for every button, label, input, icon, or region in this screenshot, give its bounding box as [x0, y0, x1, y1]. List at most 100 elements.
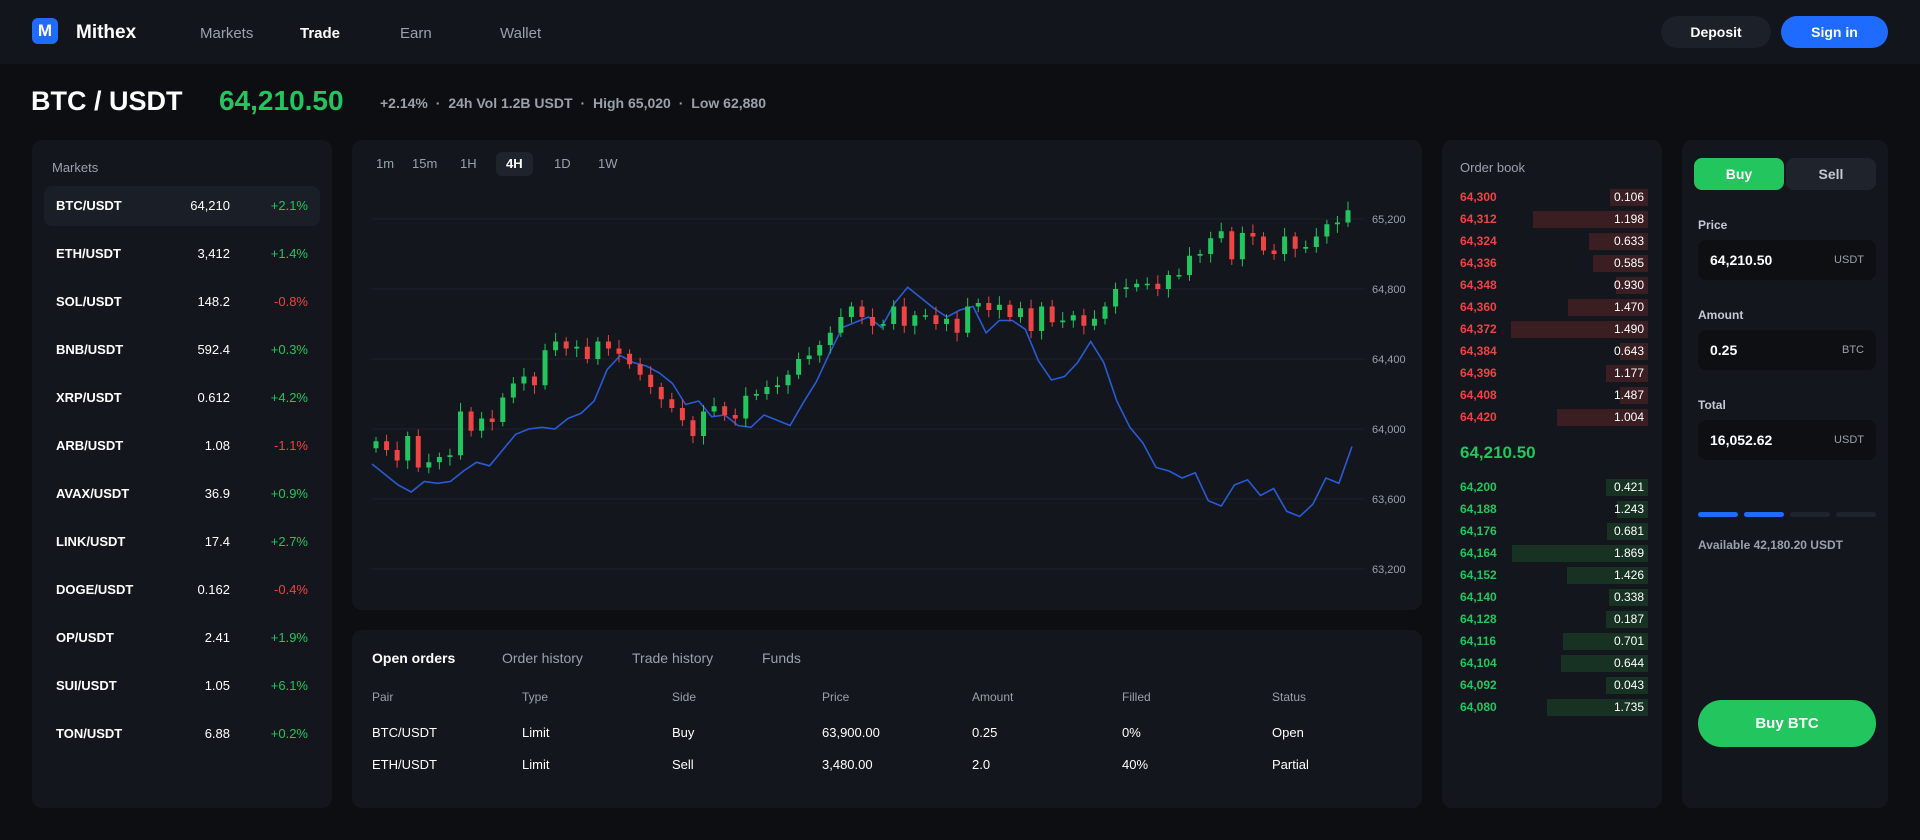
nav-earn[interactable]: Earn: [400, 25, 432, 42]
ask-row[interactable]: 64,348 0.930: [1452, 276, 1648, 294]
bid-qty: 0.338: [1614, 590, 1644, 604]
bid-row[interactable]: 64,092 0.043: [1452, 676, 1648, 694]
ask-row[interactable]: 64,336 0.585: [1452, 254, 1648, 272]
ask-row[interactable]: 64,324 0.633: [1452, 232, 1648, 250]
candle-body: [1250, 233, 1255, 237]
column-header: Amount: [972, 690, 1013, 704]
candle-body: [669, 399, 674, 408]
buy-submit-button[interactable]: Buy BTC: [1698, 700, 1876, 747]
ask-row[interactable]: 64,408 1.487: [1452, 386, 1648, 404]
deposit-button[interactable]: Deposit: [1661, 16, 1771, 48]
buy-tab[interactable]: Buy: [1694, 158, 1784, 190]
bid-row[interactable]: 64,116 0.701: [1452, 632, 1648, 650]
ask-row[interactable]: 64,312 1.198: [1452, 210, 1648, 228]
slider-segment[interactable]: [1790, 512, 1830, 517]
slider-segment[interactable]: [1836, 512, 1876, 517]
market-row-op-usdt[interactable]: OP/USDT 2.41 +1.9%: [44, 618, 320, 658]
ask-row[interactable]: 64,420 1.004: [1452, 408, 1648, 426]
market-row-bnb-usdt[interactable]: BNB/USDT 592.4 +0.3%: [44, 330, 320, 370]
orders-tab-trade-history[interactable]: Trade history: [632, 650, 713, 666]
total-label: Total: [1698, 398, 1726, 412]
ask-price: 64,312: [1460, 212, 1497, 226]
market-pair: SUI/USDT: [56, 678, 117, 693]
price-value: 64,210.50: [1710, 252, 1772, 268]
market-row-link-usdt[interactable]: LINK/USDT 17.4 +2.7%: [44, 522, 320, 562]
order-pair: ETH/USDT: [372, 757, 437, 772]
market-row-avax-usdt[interactable]: AVAX/USDT 36.9 +0.9%: [44, 474, 320, 514]
candle-body: [500, 398, 505, 423]
candle-body: [701, 412, 706, 437]
market-row-sui-usdt[interactable]: SUI/USDT 1.05 +6.1%: [44, 666, 320, 706]
orderbook-title: Order book: [1460, 160, 1525, 175]
orders-panel: Open orders Order history Trade history Fun…: [352, 630, 1422, 808]
total-unit: USDT: [1834, 434, 1864, 446]
market-row-ton-usdt[interactable]: TON/USDT 6.88 +0.2%: [44, 714, 320, 754]
ask-qty: 0.930: [1614, 278, 1644, 292]
ask-row[interactable]: 64,396 1.177: [1452, 364, 1648, 382]
slider-segment[interactable]: [1744, 512, 1784, 517]
order-type: Limit: [522, 757, 549, 772]
bid-price: 64,080: [1460, 700, 1497, 714]
market-row-eth-usdt[interactable]: ETH/USDT 3,412 +1.4%: [44, 234, 320, 274]
brand-name[interactable]: Mithex: [76, 22, 136, 44]
orders-tab-funds[interactable]: Funds: [762, 650, 801, 666]
bid-row[interactable]: 64,152 1.426: [1452, 566, 1648, 584]
price-label: Price: [1698, 218, 1727, 232]
candle-body: [807, 356, 812, 360]
bid-row[interactable]: 64,188 1.243: [1452, 500, 1648, 518]
candle-body: [627, 354, 632, 365]
ask-row[interactable]: 64,384 0.643: [1452, 342, 1648, 360]
nav-wallet[interactable]: Wallet: [500, 25, 541, 42]
candle-body: [447, 455, 452, 457]
bid-price: 64,152: [1460, 568, 1497, 582]
candle-body: [574, 347, 579, 349]
order-price: 63,900.00: [822, 725, 880, 740]
orders-tab-open-orders[interactable]: Open orders: [372, 650, 455, 666]
orders-tab-order-history[interactable]: Order history: [502, 650, 583, 666]
ask-row[interactable]: 64,300 0.106: [1452, 188, 1648, 206]
candle-body: [1208, 238, 1213, 254]
price-chart[interactable]: 63,200 63,600 64,000 64,400 64,800 65,200: [352, 140, 1422, 610]
sign-in-button[interactable]: Sign in: [1781, 16, 1888, 48]
sell-tab[interactable]: Sell: [1786, 158, 1876, 190]
ask-row[interactable]: 64,360 1.470: [1452, 298, 1648, 316]
candle-body: [1124, 287, 1129, 289]
nav-markets[interactable]: Markets: [200, 25, 253, 42]
bid-row[interactable]: 64,104 0.644: [1452, 654, 1648, 672]
market-change: -1.1%: [274, 438, 308, 453]
candle-body: [870, 317, 875, 326]
candle-body: [564, 342, 569, 349]
market-row-btc-usdt[interactable]: BTC/USDT 64,210 +2.1%: [44, 186, 320, 226]
bid-row[interactable]: 64,080 1.735: [1452, 698, 1648, 716]
market-change: +1.9%: [271, 630, 308, 645]
slider-segment[interactable]: [1698, 512, 1738, 517]
bid-row[interactable]: 64,140 0.338: [1452, 588, 1648, 606]
market-change: +0.9%: [271, 486, 308, 501]
bid-row[interactable]: 64,128 0.187: [1452, 610, 1648, 628]
bid-row[interactable]: 64,164 1.869: [1452, 544, 1648, 562]
ask-price: 64,360: [1460, 300, 1497, 314]
market-price: 1.08: [205, 438, 230, 453]
bid-row[interactable]: 64,200 0.421: [1452, 478, 1648, 496]
total-input[interactable]: 16,052.62 USDT: [1698, 420, 1876, 460]
market-price: 6.88: [205, 726, 230, 741]
candle-body: [1081, 315, 1086, 326]
market-row-arb-usdt[interactable]: ARB/USDT 1.08 -1.1%: [44, 426, 320, 466]
market-price: 592.4: [197, 342, 230, 357]
logo[interactable]: M: [32, 18, 58, 44]
nav-trade[interactable]: Trade: [300, 25, 340, 42]
bid-row[interactable]: 64,176 0.681: [1452, 522, 1648, 540]
market-row-doge-usdt[interactable]: DOGE/USDT 0.162 -0.4%: [44, 570, 320, 610]
bid-price: 64,200: [1460, 480, 1497, 494]
price-input[interactable]: 64,210.50 USDT: [1698, 240, 1876, 280]
market-row-xrp-usdt[interactable]: XRP/USDT 0.612 +4.2%: [44, 378, 320, 418]
ask-row[interactable]: 64,372 1.490: [1452, 320, 1648, 338]
ask-qty: 1.198: [1614, 212, 1644, 226]
amount-input[interactable]: 0.25 BTC: [1698, 330, 1876, 370]
ask-qty: 0.643: [1614, 344, 1644, 358]
market-row-sol-usdt[interactable]: SOL/USDT 148.2 -0.8%: [44, 282, 320, 322]
candle-body: [1229, 231, 1234, 259]
high-24h: High 65,020: [593, 95, 671, 111]
candle-body: [881, 324, 886, 326]
candle-body: [754, 394, 759, 396]
